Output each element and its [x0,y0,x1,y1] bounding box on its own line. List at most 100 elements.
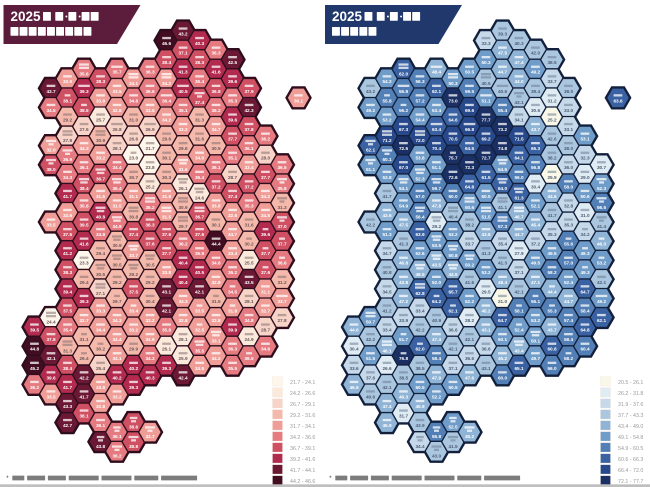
svg-text:42.1: 42.1 [162,309,172,314]
svg-text:43.2: 43.2 [366,89,376,94]
svg-text:39.3: 39.3 [129,385,139,390]
svg-text:36.2: 36.2 [228,270,238,275]
svg-text:33.0: 33.0 [564,108,574,113]
svg-text:41.4: 41.4 [597,224,607,229]
svg-text:53.2: 53.2 [597,261,607,266]
svg-text:47.4: 47.4 [382,404,392,409]
svg-text:72.3: 72.3 [465,165,475,170]
svg-text:64.8: 64.8 [465,184,475,189]
svg-text:37.8: 37.8 [46,337,56,342]
svg-text:36.4: 36.4 [112,186,122,191]
svg-text:56.5: 56.5 [597,205,607,210]
svg-text:38.0: 38.0 [564,89,574,94]
svg-text:58.2: 58.2 [564,356,574,361]
svg-text:38.0: 38.0 [564,146,574,151]
svg-text:41.5: 41.5 [448,444,458,449]
svg-text:49.2: 49.2 [597,299,607,304]
svg-text:52.3: 52.3 [415,176,425,181]
svg-text:63.4: 63.4 [432,127,442,132]
svg-text:32.8: 32.8 [211,280,221,285]
svg-text:41.7: 41.7 [63,385,73,390]
svg-text:63.9: 63.9 [415,232,425,237]
svg-text:37.2: 37.2 [211,184,221,189]
svg-text:57.0: 57.0 [564,261,574,266]
svg-text:33.9: 33.9 [399,318,409,323]
svg-text:42.1: 42.1 [597,280,607,285]
svg-text:33.5: 33.5 [46,394,56,399]
svg-text:63.6: 63.6 [613,98,623,103]
svg-text:41.6: 41.6 [79,242,89,247]
svg-text:36.1: 36.1 [211,165,221,170]
svg-text:33.3: 33.3 [481,41,491,46]
svg-text:50.5: 50.5 [415,385,425,390]
svg-text:40.4: 40.4 [448,215,458,220]
svg-text:55.8: 55.8 [382,98,392,103]
svg-text:31.2: 31.2 [277,280,287,285]
svg-text:26.8: 26.8 [112,127,122,132]
svg-text:*: * [6,476,9,482]
svg-text:43.0: 43.0 [432,453,442,458]
svg-text:27.8: 27.8 [63,138,73,143]
svg-text:57.3: 57.3 [498,224,508,229]
svg-text:31.6: 31.6 [195,137,205,142]
svg-text:35.3: 35.3 [228,98,238,103]
svg-text:34.3: 34.3 [79,146,89,151]
svg-text:47.5: 47.5 [399,223,409,228]
svg-text:46.3: 46.3 [399,394,409,399]
svg-text:52.2: 52.2 [465,299,475,304]
svg-text:56.3: 56.3 [415,79,425,84]
svg-text:43.8: 43.8 [481,232,491,237]
svg-text:35.7: 35.7 [112,70,122,75]
svg-text:26.6: 26.6 [129,137,139,142]
svg-text:51.1: 51.1 [432,165,442,170]
svg-text:34.1: 34.1 [129,81,139,86]
svg-text:30.9: 30.9 [96,138,106,143]
svg-text:31.7 - 34.1: 31.7 - 34.1 [290,424,315,430]
svg-text:34.3: 34.3 [178,299,188,304]
svg-text:34.5: 34.5 [195,366,205,371]
svg-text:37.6: 37.6 [366,375,376,380]
svg-text:37.6: 37.6 [261,270,271,275]
svg-text:45.2: 45.2 [498,356,508,361]
svg-text:40.6: 40.6 [498,89,508,94]
svg-text:34.2: 34.2 [162,118,172,123]
svg-text:33.7: 33.7 [465,242,475,247]
svg-text:35.5: 35.5 [228,366,238,371]
svg-text:44.4: 44.4 [547,289,557,294]
svg-text:38.3: 38.3 [195,60,205,65]
svg-text:35.5: 35.5 [195,348,205,353]
svg-text:49.1 - 54.8: 49.1 - 54.8 [618,435,643,441]
svg-text:49.5: 49.5 [547,251,557,256]
svg-text:58.4: 58.4 [580,309,590,314]
svg-text:50.5: 50.5 [465,70,475,75]
svg-text:33.8: 33.8 [211,203,221,208]
svg-text:40.5: 40.5 [178,89,188,94]
svg-text:34.3: 34.3 [63,175,73,180]
svg-text:41.7 - 44.1: 41.7 - 44.1 [290,468,315,474]
svg-text:34.5: 34.5 [382,289,392,294]
svg-text:34.0: 34.0 [195,156,205,161]
svg-text:25.9: 25.9 [547,175,557,180]
svg-text:30.1: 30.1 [294,98,304,103]
svg-text:31.8: 31.8 [162,194,172,199]
svg-text:55.3: 55.3 [547,309,557,314]
svg-text:46.8: 46.8 [399,261,409,266]
svg-text:51.3: 51.3 [382,232,392,237]
svg-text:26.7 - 29.1: 26.7 - 29.1 [290,402,315,408]
svg-text:28.2: 28.2 [465,318,475,323]
svg-text:43.7: 43.7 [547,328,557,333]
svg-text:36.2: 36.2 [211,108,221,113]
svg-text:44.8: 44.8 [30,347,40,352]
svg-text:28.0: 28.0 [261,156,271,161]
svg-text:34.2: 34.2 [162,81,172,86]
svg-text:41.3: 41.3 [178,70,188,75]
svg-text:57.2: 57.2 [415,98,425,103]
svg-text:38.4: 38.4 [162,60,172,65]
svg-text:67.0: 67.0 [399,165,409,170]
svg-text:58.4: 58.4 [564,337,574,342]
svg-text:32.7: 32.7 [79,318,89,323]
svg-text:36.5: 36.5 [277,165,287,170]
svg-text:42.2: 42.2 [415,328,425,333]
svg-text:47.6: 47.6 [465,375,475,380]
svg-text:37.6: 37.6 [162,232,172,237]
